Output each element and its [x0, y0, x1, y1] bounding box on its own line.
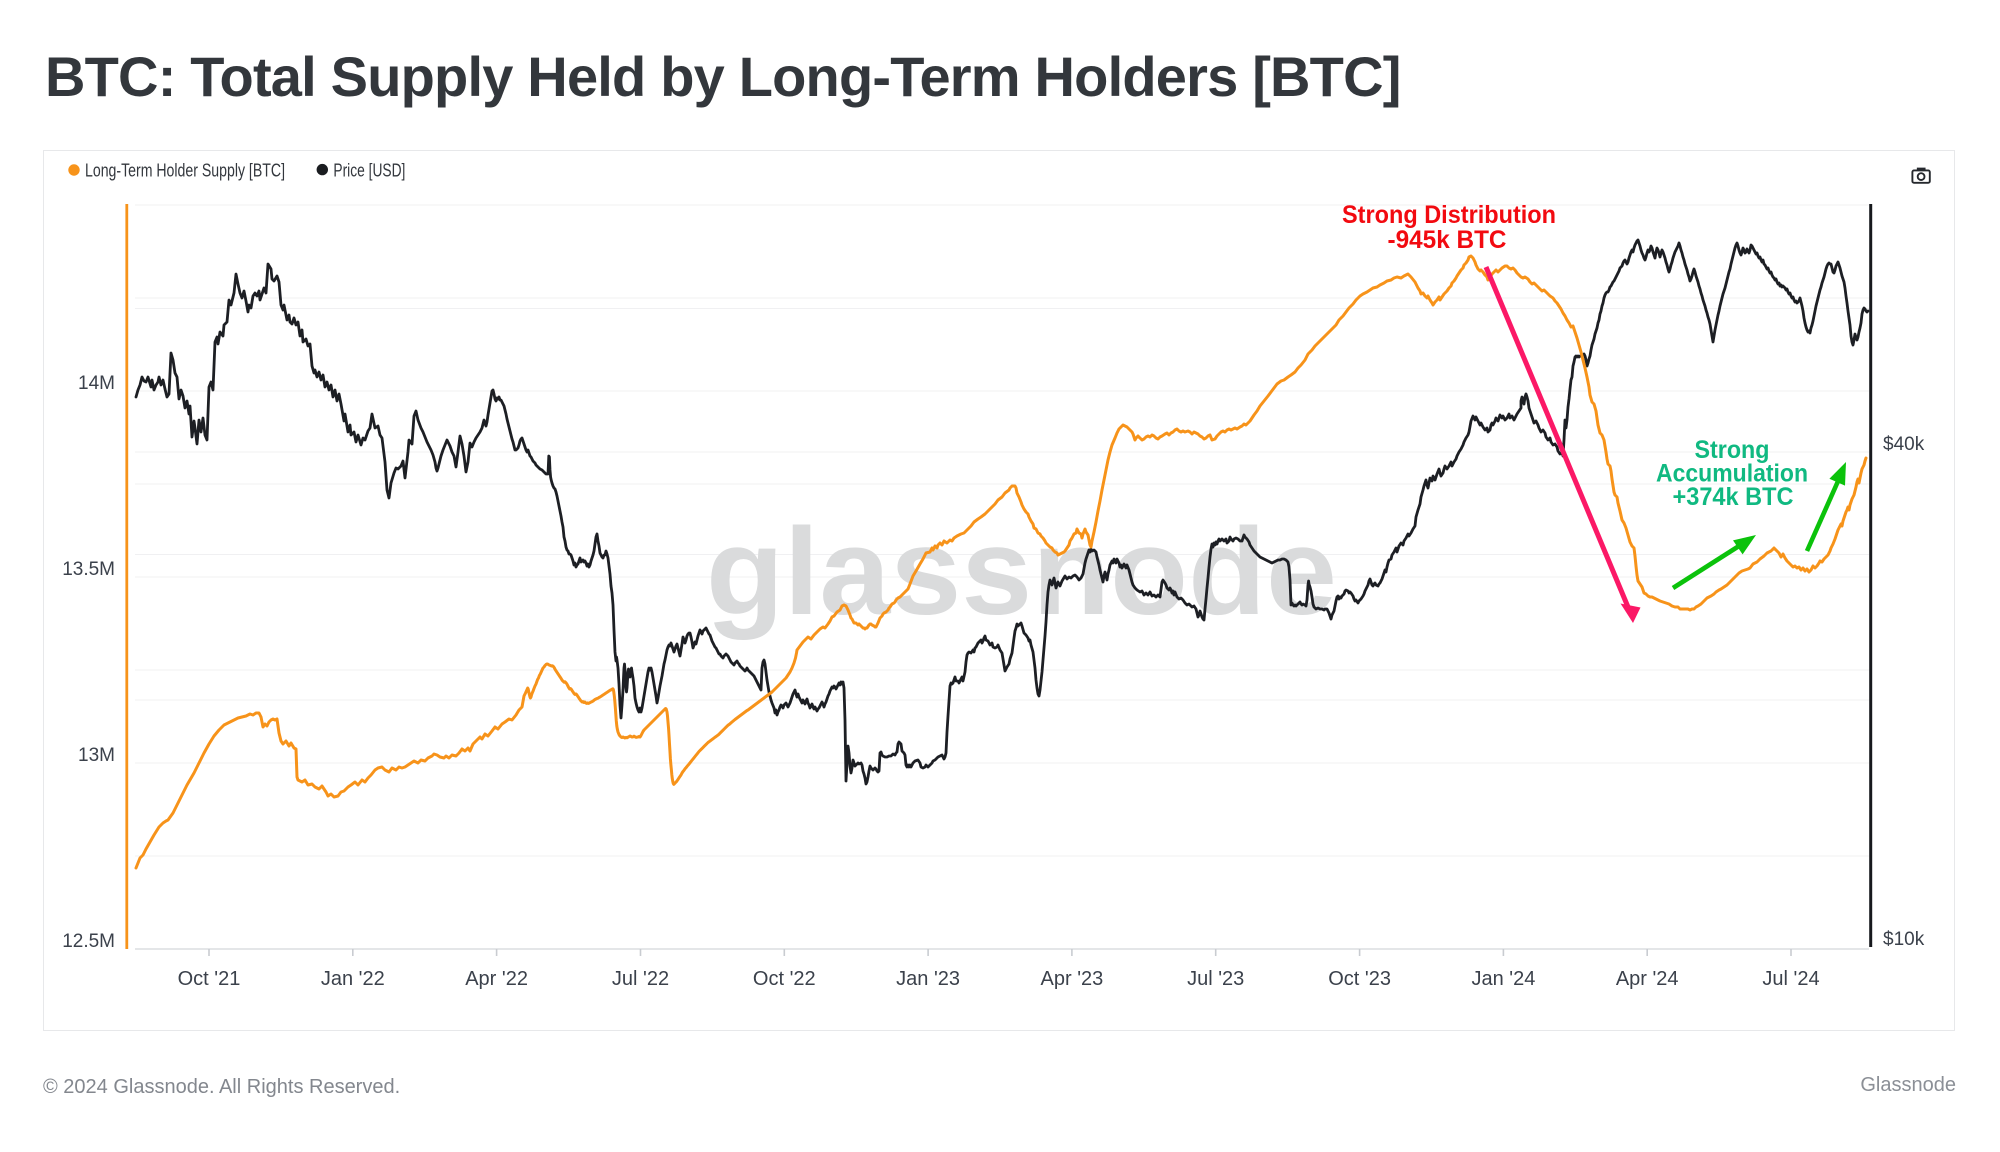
svg-text:Jan '24: Jan '24	[1471, 968, 1535, 990]
svg-text:Oct '23: Oct '23	[1328, 968, 1391, 990]
svg-text:$40k: $40k	[1883, 434, 1925, 455]
svg-text:Jul '22: Jul '22	[612, 968, 669, 990]
svg-text:Apr '24: Apr '24	[1616, 968, 1679, 990]
svg-text:Apr '23: Apr '23	[1041, 968, 1104, 990]
svg-text:14M: 14M	[78, 373, 115, 394]
svg-text:$10k: $10k	[1883, 929, 1925, 950]
svg-text:Jul '24: Jul '24	[1762, 968, 1819, 990]
svg-text:+374k BTC: +374k BTC	[1673, 483, 1794, 511]
svg-text:Oct '22: Oct '22	[753, 968, 816, 990]
svg-text:Accumulation: Accumulation	[1656, 460, 1808, 488]
svg-text:-945k BTC: -945k BTC	[1388, 226, 1507, 254]
svg-text:Price [USD]: Price [USD]	[333, 160, 405, 180]
svg-text:Long-Term Holder Supply [BTC]: Long-Term Holder Supply [BTC]	[85, 160, 285, 180]
svg-text:13.5M: 13.5M	[62, 559, 115, 580]
svg-text:Oct '21: Oct '21	[178, 968, 241, 990]
svg-text:Jan '22: Jan '22	[321, 968, 385, 990]
svg-text:glassnode: glassnode	[706, 504, 1337, 641]
svg-text:Jan '23: Jan '23	[896, 968, 960, 990]
svg-text:Apr '22: Apr '22	[465, 968, 528, 990]
svg-text:Strong Distribution: Strong Distribution	[1342, 201, 1556, 229]
svg-text:12.5M: 12.5M	[62, 931, 115, 952]
svg-text:Jul '23: Jul '23	[1187, 968, 1244, 990]
svg-text:Strong: Strong	[1695, 436, 1770, 464]
svg-text:13M: 13M	[78, 745, 115, 766]
